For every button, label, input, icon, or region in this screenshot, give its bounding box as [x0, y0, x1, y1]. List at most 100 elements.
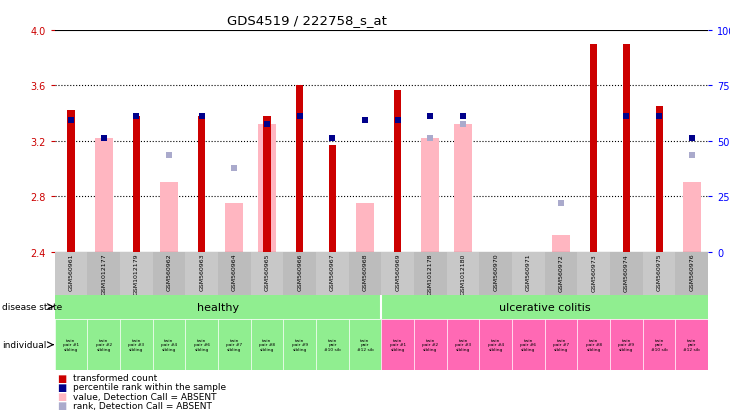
Text: ■: ■: [57, 400, 66, 410]
Bar: [421, 139, 439, 252]
Bar: [67, 111, 74, 252]
Text: GSM560973: GSM560973: [591, 253, 596, 291]
Text: healthy: healthy: [197, 302, 239, 312]
Text: GSM560966: GSM560966: [297, 253, 302, 291]
Text: twin
pair #7
sibling: twin pair #7 sibling: [553, 338, 569, 351]
Text: GSM1012177: GSM1012177: [101, 253, 107, 295]
Bar: [283, 252, 316, 295]
Text: twin
pair #1
sibling: twin pair #1 sibling: [390, 338, 406, 351]
Text: GSM560965: GSM560965: [264, 253, 269, 291]
Bar: [656, 107, 663, 252]
Text: individual: individual: [2, 340, 47, 349]
Text: GSM560963: GSM560963: [199, 253, 204, 291]
Text: GSM560970: GSM560970: [493, 253, 499, 291]
Text: twin
pair
#12 sib: twin pair #12 sib: [683, 338, 700, 351]
Text: GSM560971: GSM560971: [526, 253, 531, 291]
Text: GSM560976: GSM560976: [689, 253, 694, 291]
Bar: [545, 319, 577, 370]
Bar: [218, 252, 251, 295]
Text: GSM1012180: GSM1012180: [461, 253, 466, 294]
Bar: [480, 252, 512, 295]
Text: rank, Detection Call = ABSENT: rank, Detection Call = ABSENT: [73, 401, 212, 410]
Text: disease state: disease state: [2, 302, 63, 311]
Bar: [577, 252, 610, 295]
Bar: [610, 252, 643, 295]
Bar: [218, 319, 251, 370]
Bar: [643, 252, 675, 295]
Bar: [382, 252, 414, 295]
Text: GSM560975: GSM560975: [656, 253, 661, 291]
Bar: [447, 319, 480, 370]
Bar: [382, 295, 708, 319]
Bar: [643, 319, 675, 370]
Bar: [328, 146, 336, 252]
Bar: [95, 139, 112, 252]
Bar: [153, 252, 185, 295]
Text: twin
pair #3
sibling: twin pair #3 sibling: [455, 338, 471, 351]
Bar: [590, 45, 597, 252]
Text: GSM560962: GSM560962: [166, 253, 172, 291]
Bar: [349, 252, 382, 295]
Text: GSM560964: GSM560964: [232, 253, 237, 291]
Text: GSM560967: GSM560967: [330, 253, 335, 291]
Bar: [675, 319, 708, 370]
Bar: [552, 235, 570, 252]
Text: ■: ■: [57, 373, 66, 383]
Bar: [283, 319, 316, 370]
Bar: [88, 319, 120, 370]
Bar: [160, 183, 178, 252]
Bar: [120, 252, 153, 295]
Text: twin
pair #8
sibling: twin pair #8 sibling: [585, 338, 602, 351]
Text: ■: ■: [57, 391, 66, 401]
Bar: [480, 319, 512, 370]
Text: GSM1012178: GSM1012178: [428, 253, 433, 294]
Bar: [447, 252, 480, 295]
Text: percentile rank within the sample: percentile rank within the sample: [73, 382, 226, 392]
Bar: [610, 319, 643, 370]
Bar: [382, 319, 414, 370]
Bar: [394, 90, 402, 252]
Text: twin
pair
#10 sib: twin pair #10 sib: [324, 338, 341, 351]
Bar: [414, 319, 447, 370]
Bar: [198, 116, 205, 252]
Bar: [349, 319, 382, 370]
Bar: [316, 252, 349, 295]
Bar: [414, 252, 447, 295]
Bar: [545, 252, 577, 295]
Text: twin
pair #9
sibling: twin pair #9 sibling: [618, 338, 634, 351]
Text: value, Detection Call = ABSENT: value, Detection Call = ABSENT: [73, 392, 217, 401]
Bar: [577, 319, 610, 370]
Text: ■: ■: [57, 382, 66, 392]
Text: twin
pair
#12 sib: twin pair #12 sib: [357, 338, 374, 351]
Bar: [296, 86, 304, 252]
Bar: [251, 252, 283, 295]
Text: twin
pair #9
sibling: twin pair #9 sibling: [292, 338, 308, 351]
Bar: [133, 116, 140, 252]
Text: GSM560969: GSM560969: [395, 253, 400, 291]
Text: twin
pair #7
sibling: twin pair #7 sibling: [226, 338, 242, 351]
Bar: [316, 319, 349, 370]
Bar: [683, 183, 701, 252]
Bar: [120, 319, 153, 370]
Bar: [185, 252, 218, 295]
Text: GSM560974: GSM560974: [624, 253, 629, 291]
Bar: [153, 319, 185, 370]
Text: twin
pair #2
sibling: twin pair #2 sibling: [96, 338, 112, 351]
Text: twin
pair #3
sibling: twin pair #3 sibling: [128, 338, 145, 351]
Text: transformed count: transformed count: [73, 373, 157, 382]
Bar: [356, 204, 374, 252]
Text: GSM1012179: GSM1012179: [134, 253, 139, 295]
Text: twin
pair #4
sibling: twin pair #4 sibling: [161, 338, 177, 351]
Bar: [258, 125, 276, 252]
Bar: [226, 204, 243, 252]
Bar: [454, 125, 472, 252]
Text: GSM560961: GSM560961: [69, 253, 74, 291]
Bar: [185, 319, 218, 370]
Bar: [623, 45, 630, 252]
Text: twin
pair #6
sibling: twin pair #6 sibling: [520, 338, 537, 351]
Bar: [264, 116, 271, 252]
Bar: [55, 319, 88, 370]
Bar: [55, 252, 88, 295]
Text: twin
pair #6
sibling: twin pair #6 sibling: [193, 338, 210, 351]
Text: twin
pair #8
sibling: twin pair #8 sibling: [259, 338, 275, 351]
